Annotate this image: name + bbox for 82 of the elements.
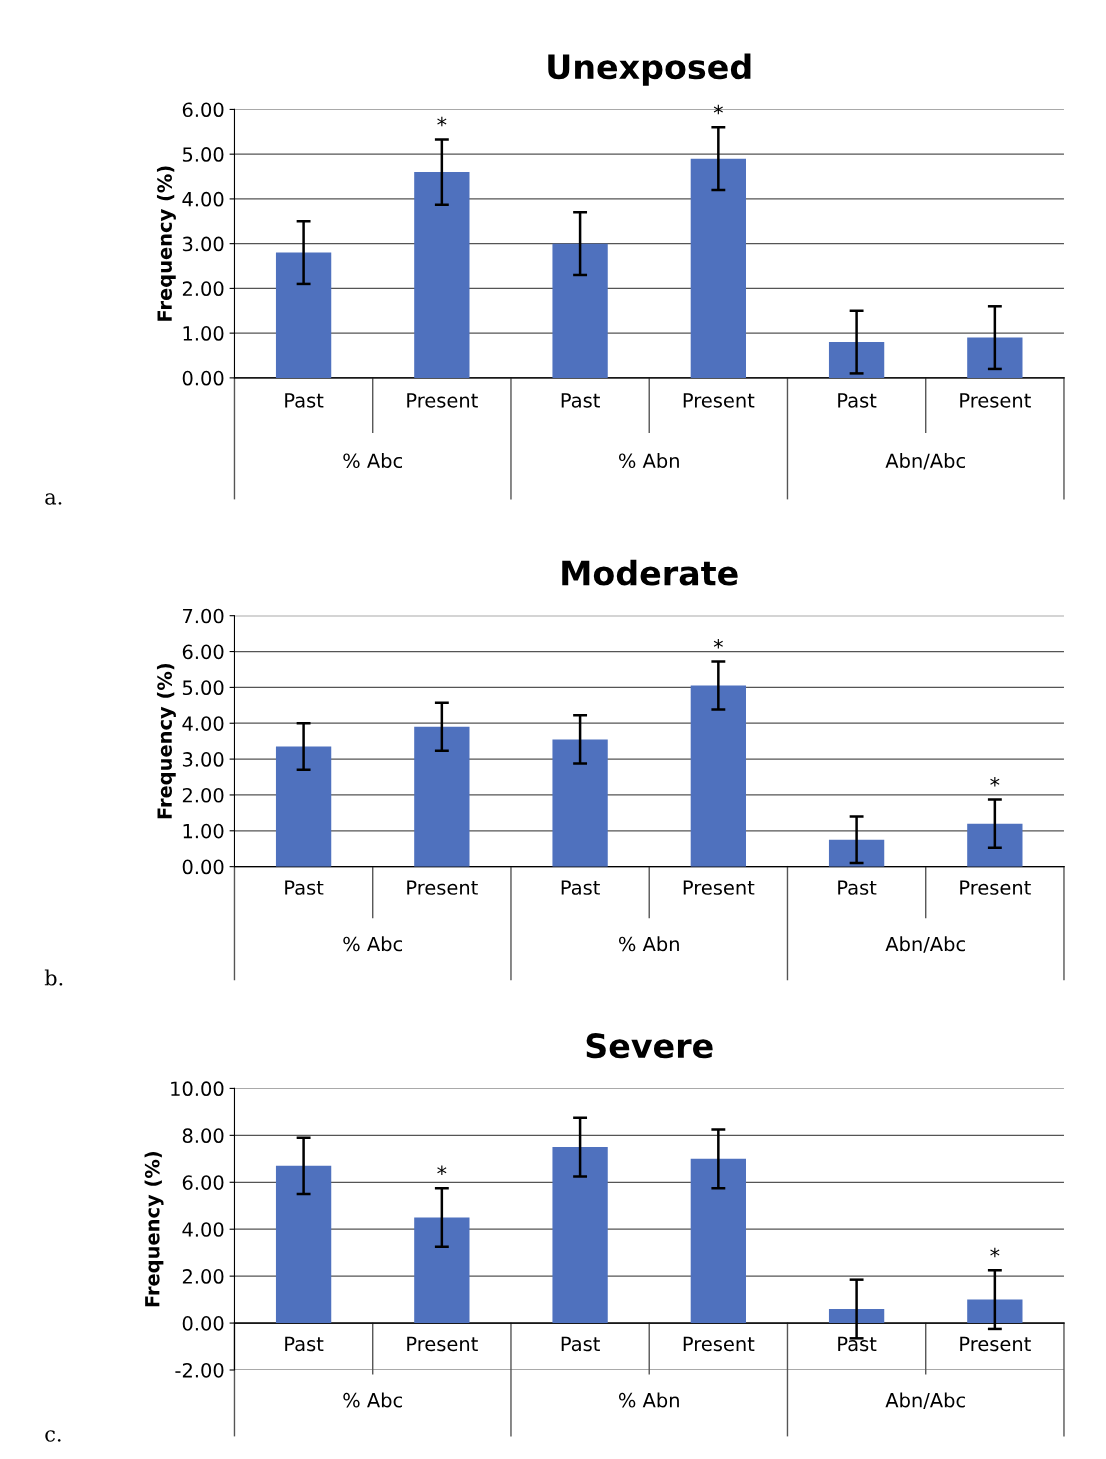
bar xyxy=(967,823,1023,867)
y-tick-label: 3.00 xyxy=(182,236,224,252)
y-tick-label: 0.00 xyxy=(182,370,224,386)
text: % Abn xyxy=(618,936,679,952)
x-tick-label: Past xyxy=(285,393,324,408)
y-axis-title: Frequency (%) xyxy=(156,166,176,321)
chart-title: Severe xyxy=(586,1033,713,1059)
x-tick-label: Past xyxy=(285,1336,324,1352)
y-axis-title: Frequency (%) xyxy=(156,663,176,819)
bar xyxy=(967,1299,1023,1324)
bar xyxy=(828,839,885,867)
data-label: * xyxy=(990,1247,1000,1258)
data-label: * xyxy=(437,116,447,127)
x-tick-label: Past xyxy=(838,393,877,408)
text: % Abc xyxy=(343,1392,403,1408)
x-tick-label: Past xyxy=(561,1336,600,1352)
text: % Abn xyxy=(618,453,679,469)
x-tick-label: Present xyxy=(407,1336,478,1352)
y-tick-label: 2.00 xyxy=(182,787,224,803)
x-tick-label: Present xyxy=(407,880,478,895)
y-tick-label: 5.00 xyxy=(182,147,224,162)
bar xyxy=(275,746,332,867)
text: Abn/Abc xyxy=(885,936,965,953)
x-tick-label: Present xyxy=(960,393,1031,408)
text: b. xyxy=(44,969,63,986)
y-tick-label: 0.00 xyxy=(182,1316,224,1331)
y-tick-label: 6.00 xyxy=(182,644,224,660)
bar xyxy=(275,252,332,378)
y-tick-label: 4.00 xyxy=(182,716,224,731)
x-tick-label: Past xyxy=(561,880,600,895)
x-tick-label: Present xyxy=(683,880,755,895)
bar xyxy=(414,726,470,867)
y-tick-label: 1.00 xyxy=(183,326,224,341)
data-label: * xyxy=(990,777,1000,787)
y-tick-label: 1.00 xyxy=(183,823,224,839)
y-tick-label: 6.00 xyxy=(182,102,224,118)
y-tick-label: 6.00 xyxy=(182,1175,224,1190)
bar xyxy=(690,685,746,867)
x-tick-label: Present xyxy=(960,1336,1031,1352)
chart-title: Unexposed xyxy=(548,53,751,86)
x-tick-label: Present xyxy=(960,880,1031,895)
x-tick-label: Past xyxy=(838,880,877,895)
bar xyxy=(828,1308,885,1324)
bar xyxy=(690,158,746,378)
x-tick-label: Present xyxy=(683,1336,755,1352)
y-tick-label: 8.00 xyxy=(182,1128,224,1144)
x-tick-label: Past xyxy=(838,1336,877,1352)
x-tick-label: Present xyxy=(407,393,478,408)
y-tick-label: 2.00 xyxy=(182,1269,224,1284)
bar xyxy=(552,739,608,867)
bar xyxy=(552,1147,608,1324)
bar xyxy=(414,172,470,378)
y-axis-title: Frequency (%) xyxy=(144,1151,164,1307)
text: % Abn xyxy=(618,1392,679,1408)
bar xyxy=(552,243,608,378)
y-tick-label: 2.00 xyxy=(182,281,224,297)
data-label: * xyxy=(437,1165,447,1176)
x-tick-label: Past xyxy=(561,393,600,408)
y-tick-label: 3.00 xyxy=(182,752,224,767)
y-tick-label: -2.00 xyxy=(175,1362,224,1378)
y-tick-label: 4.00 xyxy=(182,1222,224,1237)
text: Abn/Abc xyxy=(885,1392,965,1410)
data-label: * xyxy=(713,639,723,649)
y-tick-label: 7.00 xyxy=(183,608,224,624)
x-tick-label: Present xyxy=(683,393,755,408)
bar xyxy=(275,1165,332,1324)
x-tick-label: Past xyxy=(285,880,324,895)
bar xyxy=(690,1158,746,1324)
bar xyxy=(828,342,885,378)
bar xyxy=(967,337,1023,378)
y-tick-label: 0.00 xyxy=(182,859,224,875)
text: c. xyxy=(45,1430,61,1442)
text: % Abc xyxy=(343,453,403,469)
y-tick-label: 4.00 xyxy=(182,191,224,207)
data-label: * xyxy=(713,104,723,115)
y-tick-label: 5.00 xyxy=(182,680,224,696)
y-tick-label: 10.00 xyxy=(171,1081,224,1097)
chart-title: Moderate xyxy=(562,559,738,586)
text: % Abc xyxy=(343,936,403,952)
bar xyxy=(414,1217,470,1324)
text: a. xyxy=(45,493,62,505)
text: Abn/Abc xyxy=(885,453,965,470)
